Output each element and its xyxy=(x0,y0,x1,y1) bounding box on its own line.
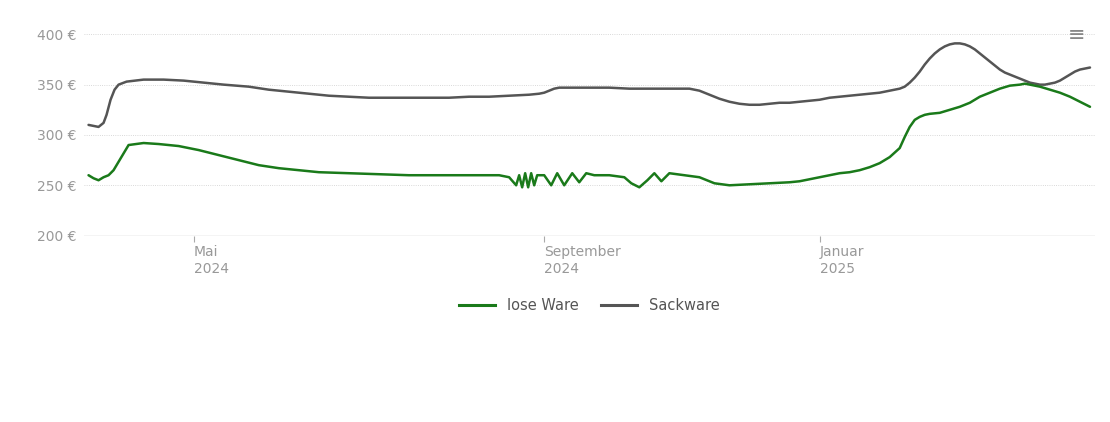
Text: ≡: ≡ xyxy=(1068,25,1086,45)
Legend: lose Ware, Sackware: lose Ware, Sackware xyxy=(453,292,726,319)
